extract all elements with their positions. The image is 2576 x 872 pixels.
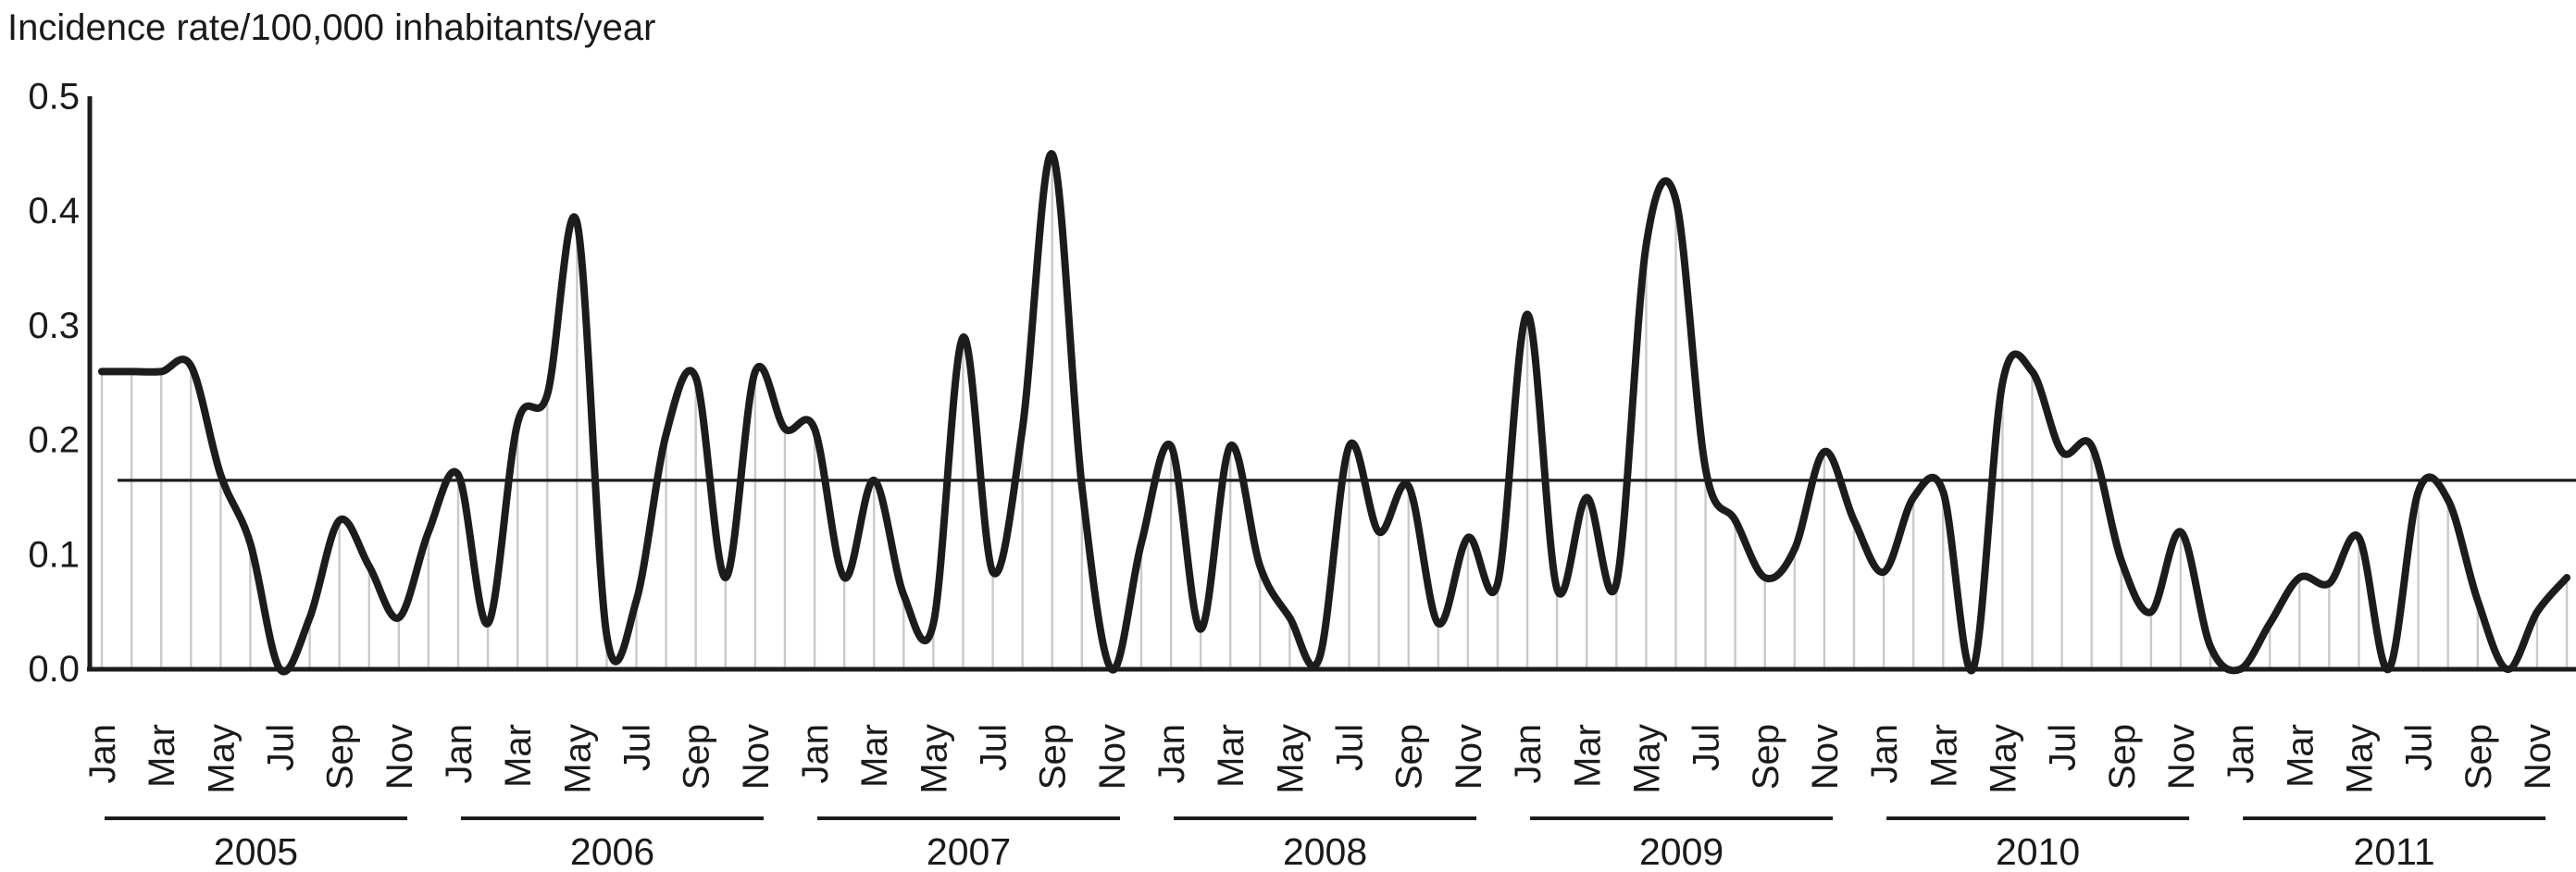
x-tick-label: Jul xyxy=(617,724,658,771)
x-tick-label: Nov xyxy=(1092,724,1133,790)
x-tick-label: Jan xyxy=(2221,724,2261,784)
x-tick-label: Nov xyxy=(2161,724,2202,790)
x-tick-label: May xyxy=(201,724,242,794)
x-tick-label: Sep xyxy=(1389,724,1430,790)
x-tick-label: Jul xyxy=(2043,724,2084,771)
x-tick-label: Jul xyxy=(2399,724,2440,771)
incidence-curve xyxy=(98,150,2571,676)
year-label: 2009 xyxy=(1639,830,1724,872)
x-tick-label: Mar xyxy=(2280,724,2321,788)
x-tick-label: Jan xyxy=(439,724,479,784)
x-tick-label: Mar xyxy=(854,724,895,788)
x-tick-label: Sep xyxy=(677,724,717,790)
x-tick-label: Jul xyxy=(261,724,302,771)
y-tick-label: 0.3 xyxy=(28,305,80,346)
x-tick-label: May xyxy=(1626,724,1667,794)
x-tick-label: Jan xyxy=(1151,724,1192,784)
year-label: 2008 xyxy=(1283,830,1367,872)
x-tick-label: Nov xyxy=(1805,724,1846,790)
x-tick-label: May xyxy=(914,724,954,794)
x-tick-label: Mar xyxy=(142,724,182,788)
y-tick-label: 0.2 xyxy=(28,420,80,461)
x-tick-label: Jan xyxy=(1864,724,1905,784)
year-label: 2010 xyxy=(1996,830,2080,872)
x-tick-label: Mar xyxy=(498,724,539,788)
x-tick-label: Mar xyxy=(1567,724,1608,788)
x-tick-label: Nov xyxy=(2518,724,2558,790)
year-label: 2006 xyxy=(570,830,654,872)
year-label: 2005 xyxy=(214,830,298,872)
x-tick-label: May xyxy=(557,724,598,794)
x-tick-label: Nov xyxy=(380,724,420,790)
x-tick-label: Nov xyxy=(1449,724,1489,790)
x-tick-label: Sep xyxy=(1746,724,1786,790)
y-tick-label: 0.5 xyxy=(28,77,80,118)
x-tick-label: Sep xyxy=(320,724,361,790)
chart-title: Incidence rate/100,000 inhabitants/year xyxy=(7,7,656,48)
x-tick-label: Jan xyxy=(795,724,836,784)
x-tick-label: Mar xyxy=(1211,724,1251,788)
x-tick-label: Mar xyxy=(1923,724,1964,788)
year-label: 2011 xyxy=(2354,830,2435,872)
x-tick-label: Sep xyxy=(1033,724,1074,790)
x-tick-label: Sep xyxy=(2458,724,2499,790)
x-tick-label: May xyxy=(2339,724,2380,794)
y-tick-label: 0.1 xyxy=(28,534,80,575)
y-tick-label: 0.0 xyxy=(28,649,80,690)
x-tick-label: Jul xyxy=(1330,724,1371,771)
x-tick-label: Jan xyxy=(1508,724,1549,784)
x-tick-label: May xyxy=(1270,724,1311,794)
y-tick-label: 0.4 xyxy=(28,191,80,231)
x-tick-label: Nov xyxy=(736,724,777,790)
x-tick-label: Jul xyxy=(1686,724,1727,771)
x-tick-label: Jan xyxy=(82,724,123,784)
x-tick-label: Sep xyxy=(2102,724,2143,790)
x-tick-label: May xyxy=(1983,724,2023,794)
x-tick-label: Jul xyxy=(974,724,1014,771)
year-label: 2007 xyxy=(927,830,1011,872)
